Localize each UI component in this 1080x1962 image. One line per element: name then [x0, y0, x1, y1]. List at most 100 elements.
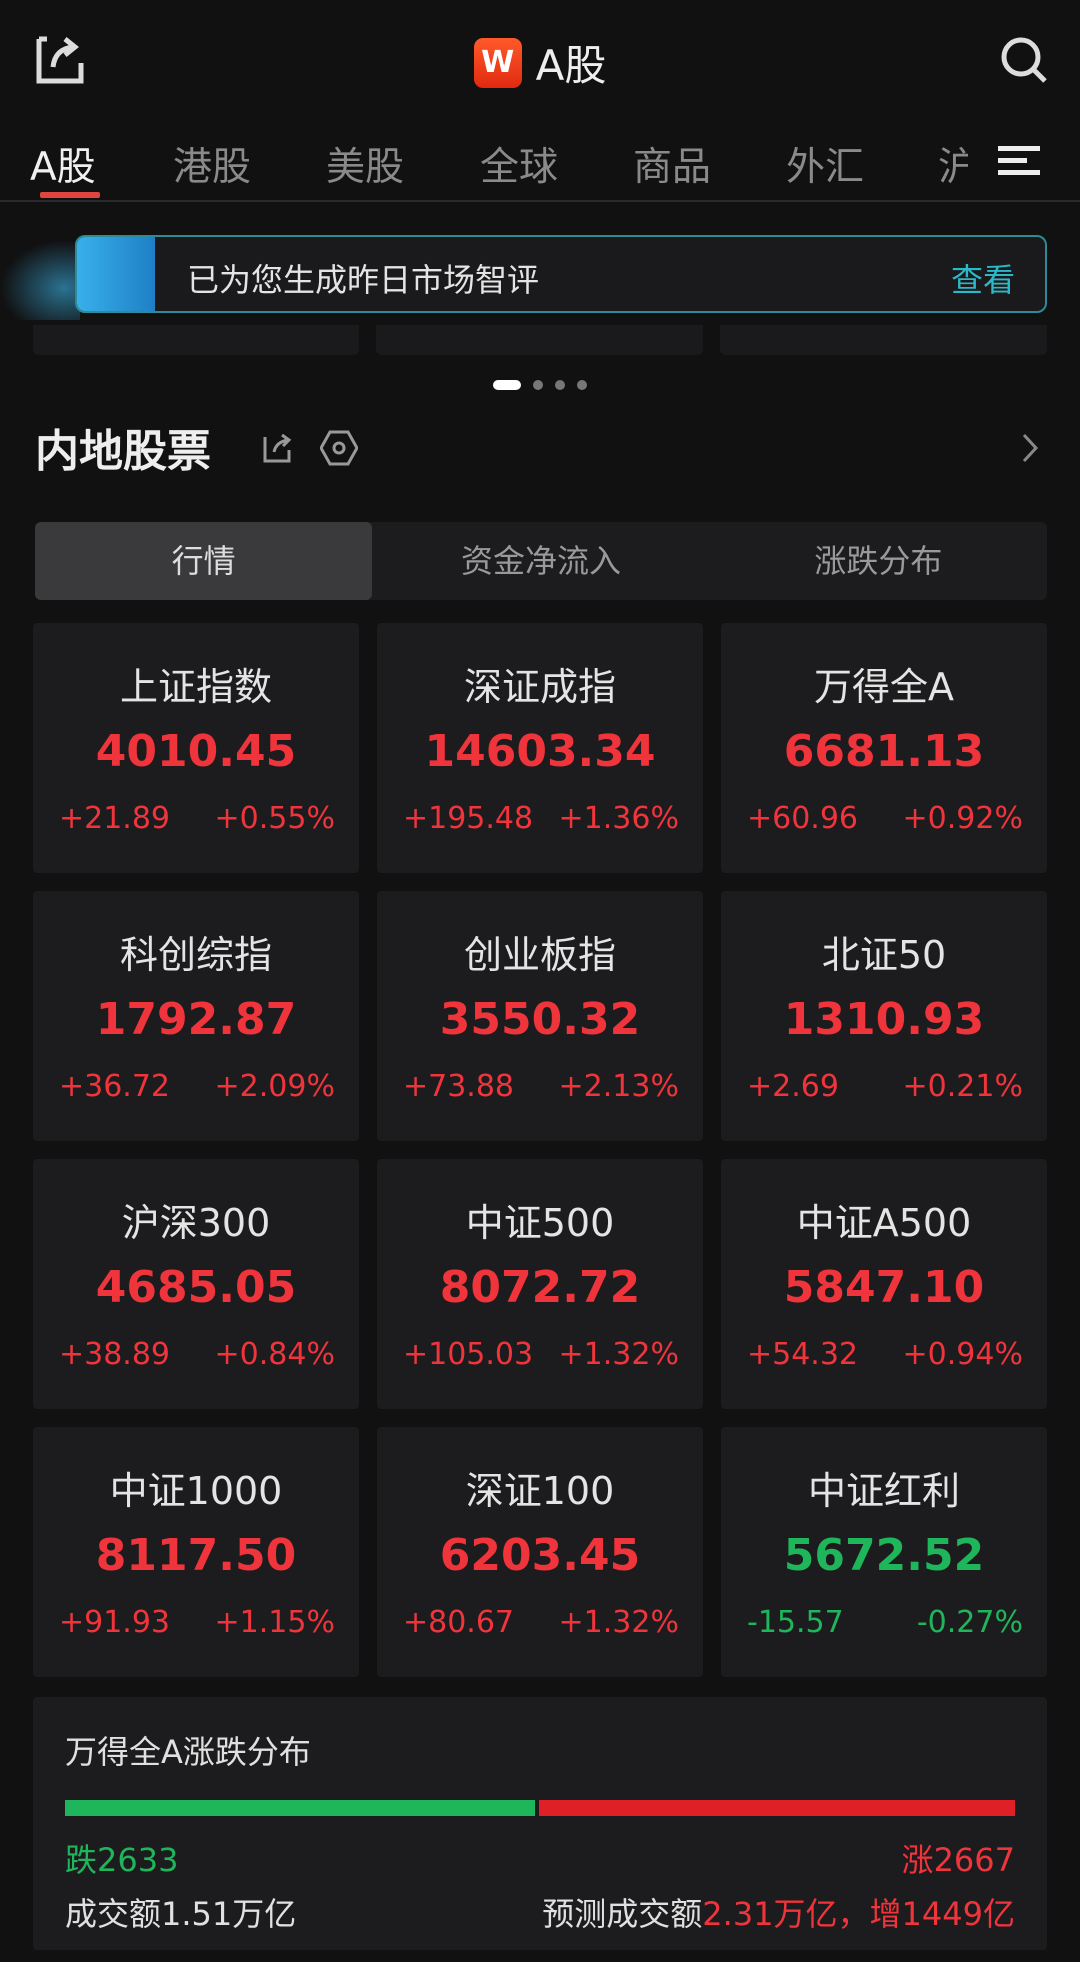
index-name: 沪深300: [121, 1201, 271, 1245]
index-card[interactable]: 中证1000 8117.50 +91.93 +1.15%: [33, 1427, 359, 1677]
index-change: +195.48: [403, 801, 534, 836]
page-title: W A股: [0, 32, 1080, 93]
fall-count: 跌2633: [65, 1841, 179, 1879]
index-price: 5847.10: [783, 1262, 985, 1313]
index-name: 深证100: [465, 1469, 615, 1513]
index-price: 6203.45: [439, 1530, 641, 1581]
top-bar: W A股: [0, 0, 1080, 120]
segment-quotes[interactable]: 行情: [35, 522, 373, 600]
index-name: 中证红利: [807, 1469, 960, 1513]
tab-hk[interactable]: 港股: [173, 145, 252, 190]
index-change: +73.88: [403, 1069, 515, 1104]
tab-forex[interactable]: 外汇: [786, 145, 865, 190]
index-change: +36.72: [59, 1069, 171, 1104]
tab-commodities[interactable]: 商品: [633, 145, 712, 190]
index-card[interactable]: 中证500 8072.72 +105.03 +1.32%: [377, 1159, 703, 1409]
index-price: 5672.52: [783, 1530, 985, 1581]
section-title-text: 内地股票: [35, 426, 211, 477]
rise-count: 涨2667: [901, 1841, 1015, 1879]
tab-more[interactable]: 沪: [938, 145, 968, 190]
tab-us[interactable]: 美股: [326, 145, 405, 190]
search-icon[interactable]: [1000, 36, 1048, 84]
distribution-card[interactable]: 万得全A涨跌分布 跌2633 涨2667 成交额1.51万亿 预测成交额2.31…: [33, 1697, 1047, 1950]
menu-icon[interactable]: [998, 146, 1040, 180]
tab-global[interactable]: 全球: [480, 145, 559, 190]
index-change: +2.69: [747, 1069, 839, 1104]
index-price: 3550.32: [439, 994, 641, 1045]
index-change: +105.03: [403, 1337, 534, 1372]
index-price: 1792.87: [95, 994, 297, 1045]
index-change-pct: +2.09%: [214, 1069, 335, 1104]
index-change: +21.89: [59, 801, 171, 836]
index-change: +91.93: [59, 1605, 171, 1640]
index-change: -15.57: [747, 1605, 844, 1640]
forecast-volume: 预测成交额2.31万亿，增1449亿: [542, 1895, 1015, 1933]
index-change-pct: +1.32%: [558, 1605, 679, 1640]
index-change-pct: +0.92%: [902, 801, 1023, 836]
index-name: 深证成指: [463, 665, 616, 709]
index-card[interactable]: 沪深300 4685.05 +38.89 +0.84%: [33, 1159, 359, 1409]
index-change: +38.89: [59, 1337, 171, 1372]
index-price: 8072.72: [439, 1262, 641, 1313]
index-price: 1310.93: [783, 994, 985, 1045]
ai-icon: [77, 237, 155, 311]
banner-text: 已为您生成昨日市场智评: [187, 261, 540, 299]
title-text: A股: [535, 41, 607, 90]
index-card[interactable]: 万得全A 6681.13 +60.96 +0.92%: [721, 623, 1047, 873]
index-price: 6681.13: [783, 726, 985, 777]
settings-icon[interactable]: [320, 430, 358, 466]
index-card[interactable]: 创业板指 3550.32 +73.88 +2.13%: [377, 891, 703, 1141]
index-change-pct: +0.55%: [214, 801, 335, 836]
view-button[interactable]: 查看: [950, 261, 1015, 299]
active-tab-indicator: [40, 192, 100, 198]
index-name: 北证50: [821, 933, 947, 977]
index-change-pct: +1.32%: [558, 1337, 679, 1372]
index-change-pct: -0.27%: [916, 1605, 1023, 1640]
index-name: 创业板指: [463, 933, 616, 977]
volume: 成交额1.51万亿: [65, 1895, 297, 1933]
index-change-pct: +1.36%: [558, 801, 679, 836]
index-card[interactable]: 中证红利 5672.52 -15.57 -0.27%: [721, 1427, 1047, 1677]
index-grid: 上证指数 4010.45 +21.89 +0.55% 深证成指 14603.34 …: [33, 623, 1047, 1677]
carousel-dots: [0, 380, 1080, 390]
index-name: 科创综指: [119, 933, 272, 977]
index-change-pct: +0.84%: [214, 1337, 335, 1372]
index-change: +54.32: [747, 1337, 859, 1372]
index-card[interactable]: 北证50 1310.93 +2.69 +0.21%: [721, 891, 1047, 1141]
section-title: 内地股票: [35, 415, 211, 479]
index-change-pct: +0.21%: [902, 1069, 1023, 1104]
rise-bar: [538, 1800, 1015, 1816]
market-tabs: A股 港股 美股 全球 商品 外汇 沪: [0, 130, 1080, 202]
index-price: 8117.50: [95, 1530, 297, 1581]
index-card[interactable]: 上证指数 4010.45 +21.89 +0.55%: [33, 623, 359, 873]
index-change: +60.96: [747, 801, 859, 836]
share-icon[interactable]: [262, 432, 294, 464]
index-card[interactable]: 中证A500 5847.10 +54.32 +0.94%: [721, 1159, 1047, 1409]
index-card[interactable]: 深证100 6203.45 +80.67 +1.32%: [377, 1427, 703, 1677]
tab-a-shares[interactable]: A股: [30, 145, 96, 190]
index-price: 4685.05: [95, 1262, 297, 1313]
chevron-right-icon[interactable]: [1020, 432, 1040, 464]
segment-net-inflow[interactable]: 资金净流入: [460, 542, 621, 580]
index-name: 万得全A: [814, 665, 954, 709]
distribution-title: 万得全A涨跌分布: [65, 1733, 311, 1771]
index-name: 中证500: [465, 1201, 615, 1245]
index-change-pct: +0.94%: [902, 1337, 1023, 1372]
index-name: 中证1000: [109, 1469, 283, 1513]
carousel-card: [720, 325, 1047, 355]
ai-review-banner[interactable]: 已为您生成昨日市场智评 查看: [75, 235, 1047, 313]
distribution-bar: [65, 1800, 1015, 1816]
index-price: 4010.45: [95, 726, 297, 777]
index-card[interactable]: 深证成指 14603.34 +195.48 +1.36%: [377, 623, 703, 873]
ai-glow-icon: [0, 240, 80, 320]
segmented-control: 行情 资金净流入 涨跌分布: [35, 522, 1047, 600]
index-change: +80.67: [403, 1605, 515, 1640]
index-change-pct: +2.13%: [558, 1069, 679, 1104]
share-icon[interactable]: [35, 35, 85, 85]
index-name: 中证A500: [796, 1201, 972, 1245]
carousel-card: [376, 325, 703, 355]
index-card[interactable]: 科创综指 1792.87 +36.72 +2.09%: [33, 891, 359, 1141]
index-change-pct: +1.15%: [214, 1605, 335, 1640]
index-price: 14603.34: [424, 726, 656, 777]
segment-distribution[interactable]: 涨跌分布: [814, 542, 943, 580]
